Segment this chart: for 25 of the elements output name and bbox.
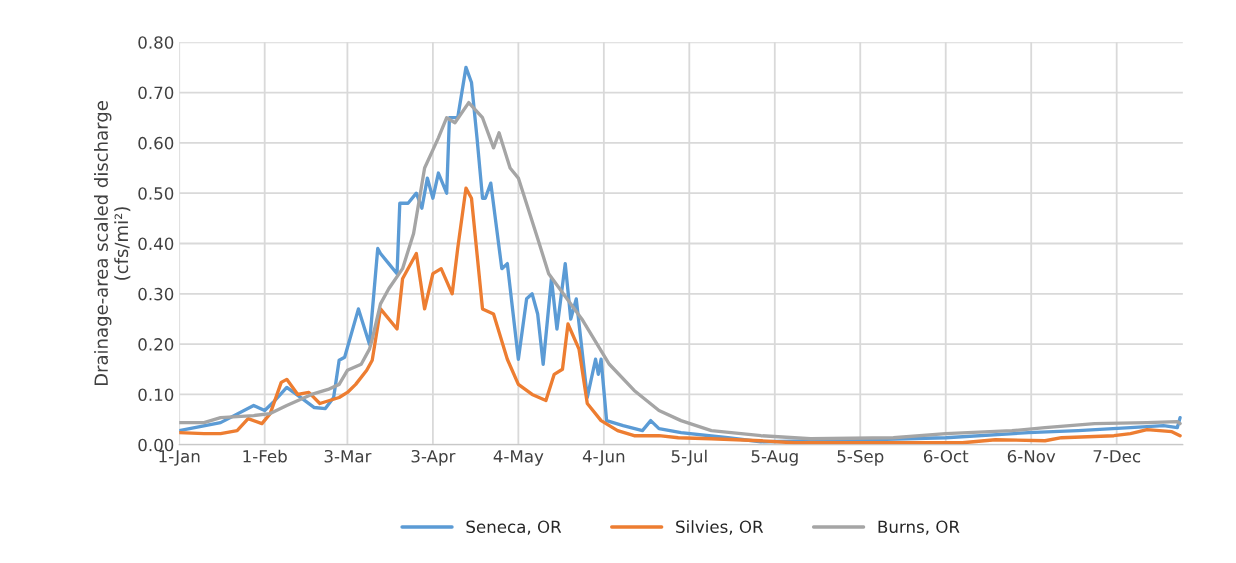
x-tick-label: 5-Jul [671,449,707,466]
x-tick-label: 4-Jun [582,450,625,466]
y-tick-label: 0.20 [138,338,174,351]
x-tick-label: 1-Feb [243,449,287,463]
legend-label: Seneca, OR [466,520,562,535]
x-tick-label: 5-Sep [837,449,884,466]
legend-label: Silvies, OR [676,520,764,535]
y-tick-label: 0.30 [138,287,174,301]
x-tick-label: 6-Nov [1007,449,1056,463]
y-tick-label: 0.40 [138,237,174,251]
legend-label: Burns, OR [878,520,960,535]
y-axis-title: Drainage-area scaled discharge (cfs/mi²) [94,101,131,386]
x-tick-label: 3-Apr [411,449,456,466]
x-tick-label: 5-Aug [751,450,798,466]
y-tick-label: 0.80 [138,36,174,49]
x-tick-label: 3-Mar [324,449,372,463]
y-tick-label: 0.00 [138,438,174,452]
x-tick-label: 4-May [493,450,544,466]
y-tick-label: 0.70 [138,86,174,100]
x-tick-label: 1-Jan [159,450,200,466]
x-tick-label: 7-Dec [1093,450,1141,463]
y-tick-label: 0.50 [138,187,174,200]
x-tick-label: 6-Oct [923,449,969,463]
y-tick-label: 0.60 [138,136,174,150]
y-tick-label: 0.10 [138,388,174,402]
